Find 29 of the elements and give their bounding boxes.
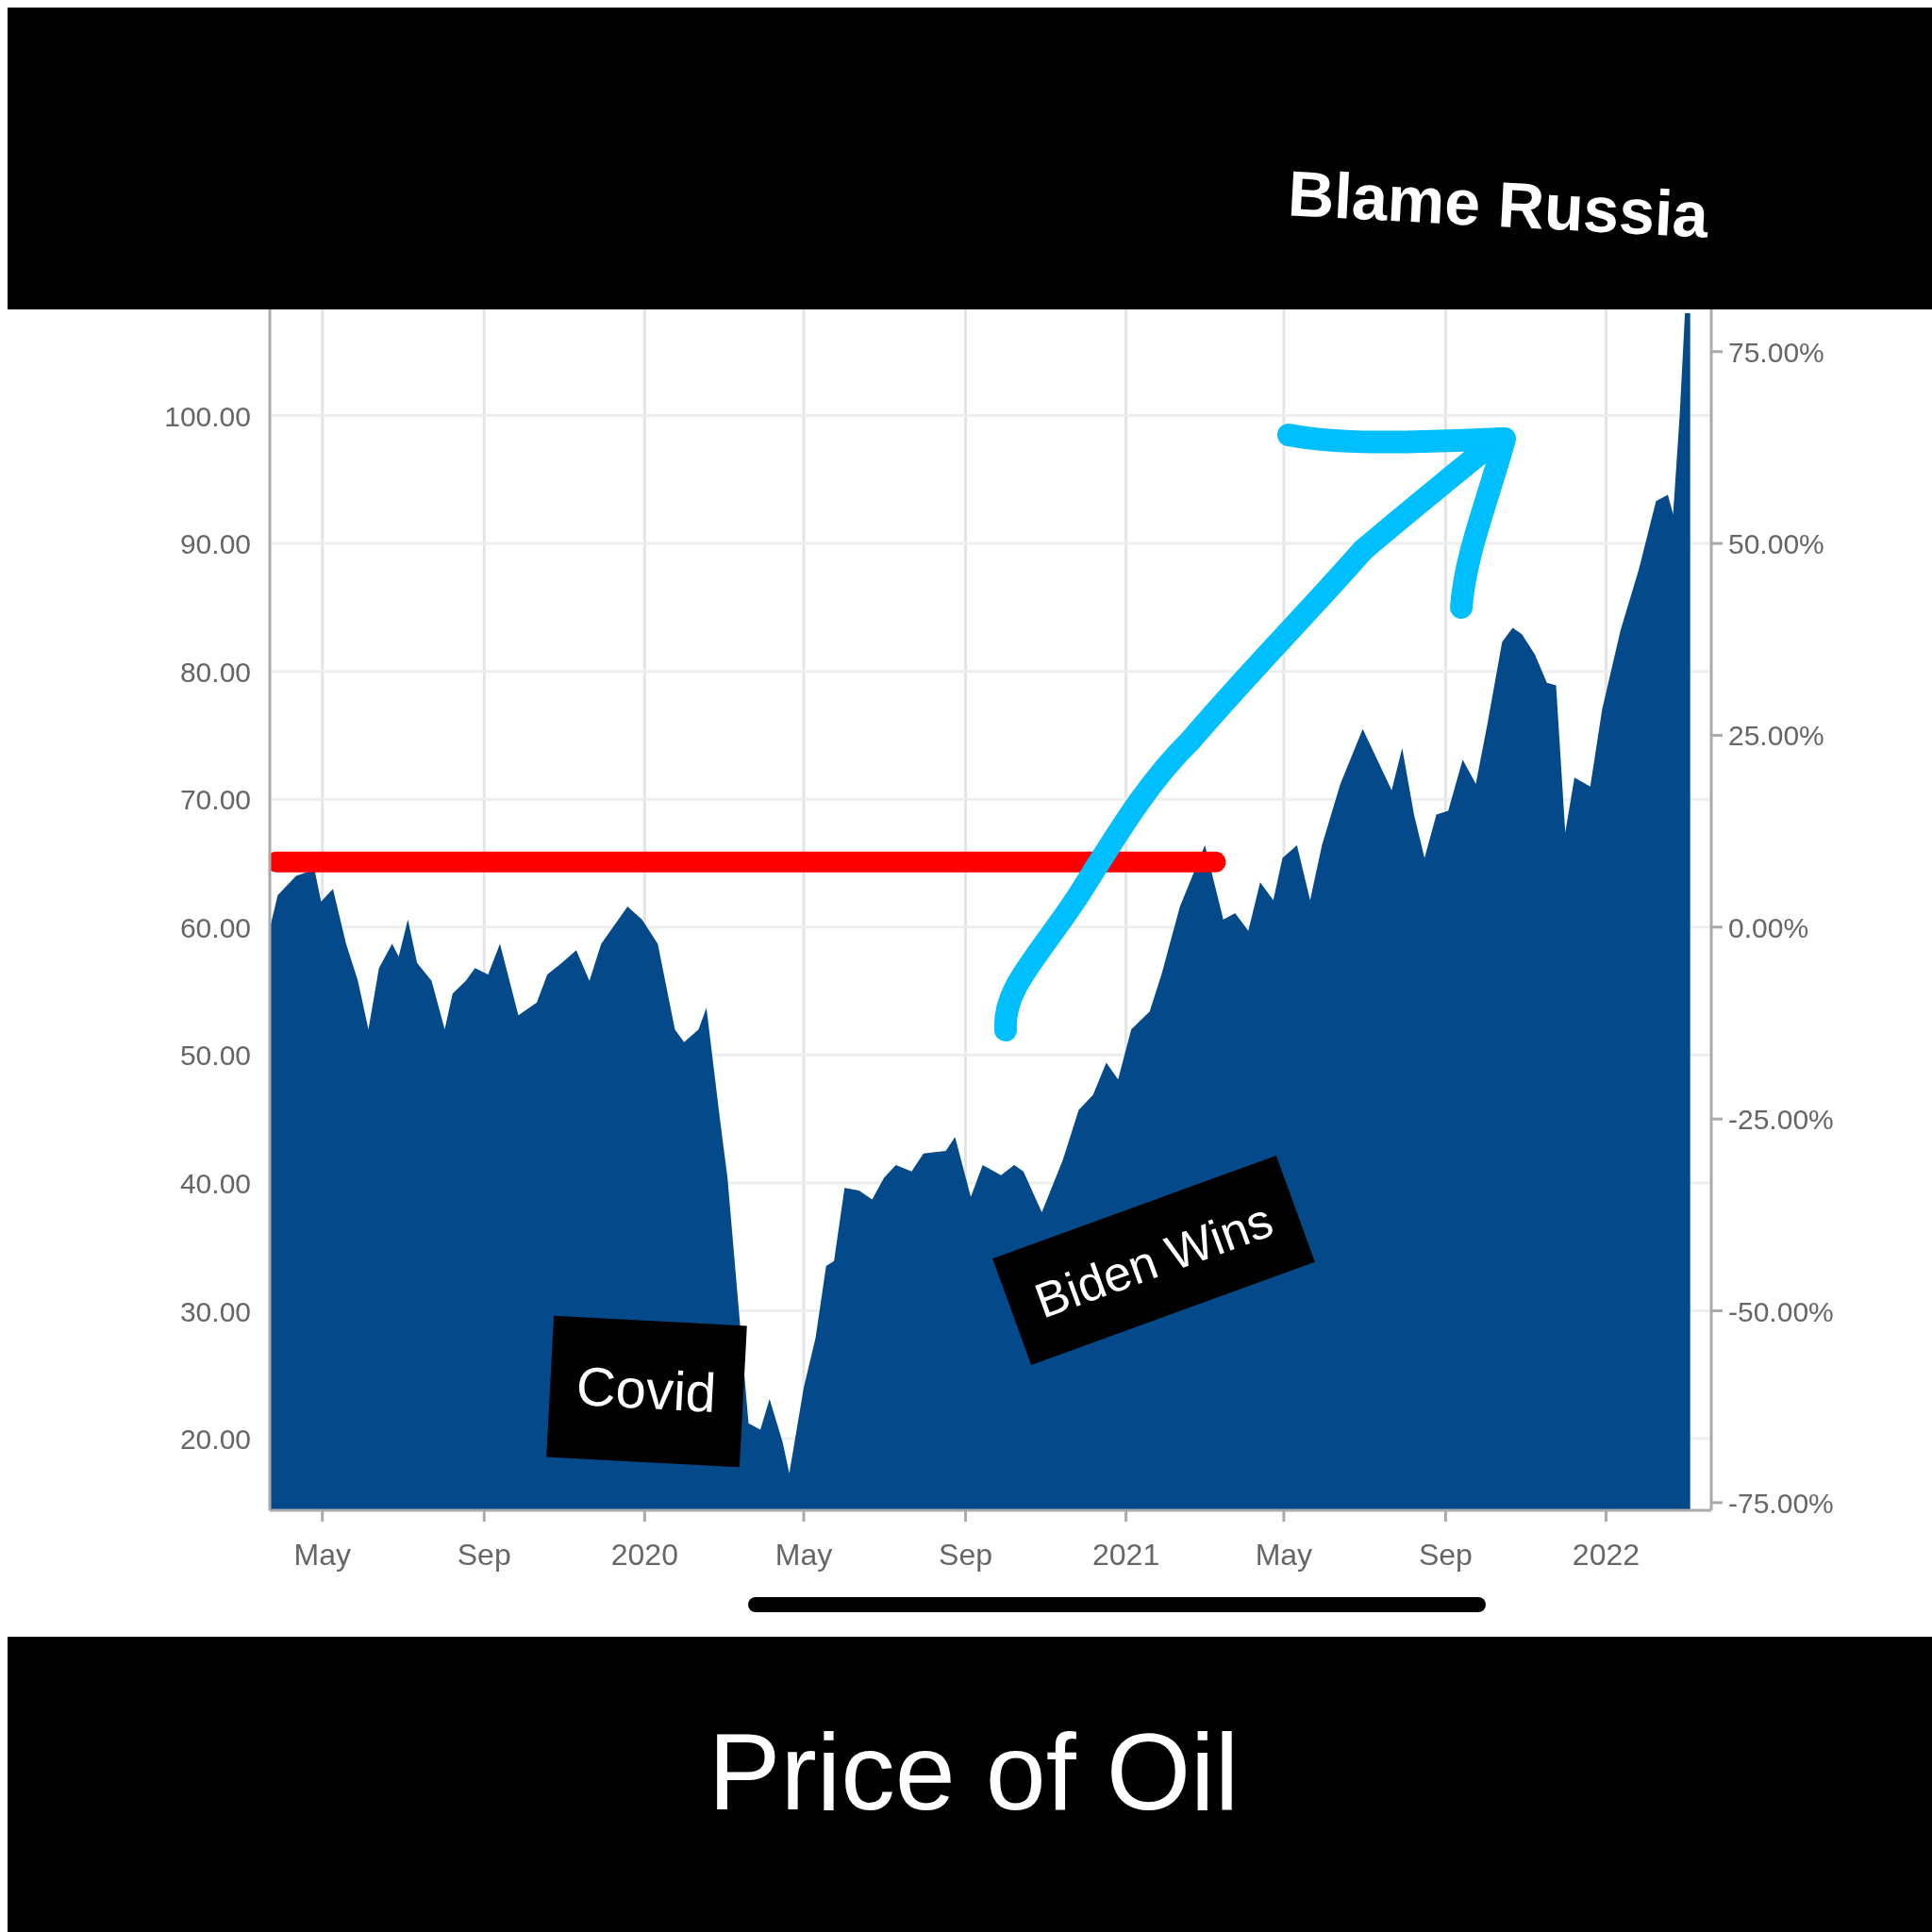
y-tick-label: 50.00 [179, 1040, 251, 1072]
y-tick-label: 80.00 [179, 656, 251, 688]
text: Price of Oil [708, 1711, 1240, 1832]
x-tick-label: Sep [1418, 1538, 1473, 1572]
x-tick-label: May [1255, 1538, 1313, 1572]
x-tick-label: Sep [939, 1538, 992, 1572]
y-tick-label: 70.00 [179, 784, 251, 816]
y2-tick-label: 50.00% [1728, 528, 1824, 560]
y2-tick-label: -75.00% [1728, 1487, 1834, 1519]
x-tick-label: 2022 [1572, 1538, 1641, 1572]
x-tick-label: May [293, 1538, 351, 1572]
y-tick-label: 100.00 [164, 400, 251, 432]
x-tick-label: 2020 [610, 1538, 678, 1572]
x-tick-label: Sep [457, 1538, 511, 1572]
y2-tick-label: -25.00% [1728, 1104, 1834, 1136]
x-tick-label: May [774, 1538, 833, 1572]
y-tick-label: 20.00 [179, 1424, 251, 1456]
y-tick-label: 40.00 [179, 1167, 251, 1199]
text: Blame Russia [1286, 157, 1711, 251]
y2-tick-label: -50.00% [1728, 1295, 1834, 1327]
y2-tick-label: 75.00% [1728, 336, 1824, 368]
x-tick-label: 2021 [1092, 1538, 1160, 1572]
y-tick-label: 90.00 [179, 528, 251, 560]
annotation: Biden Wins [1027, 1191, 1280, 1329]
y2-tick-label: 0.00% [1728, 911, 1809, 943]
y2-tick-label: 25.00% [1728, 720, 1824, 752]
y-tick-label: 30.00 [179, 1295, 251, 1327]
y-tick-label: 60.00 [179, 911, 251, 943]
annotation: Covid [575, 1355, 718, 1424]
